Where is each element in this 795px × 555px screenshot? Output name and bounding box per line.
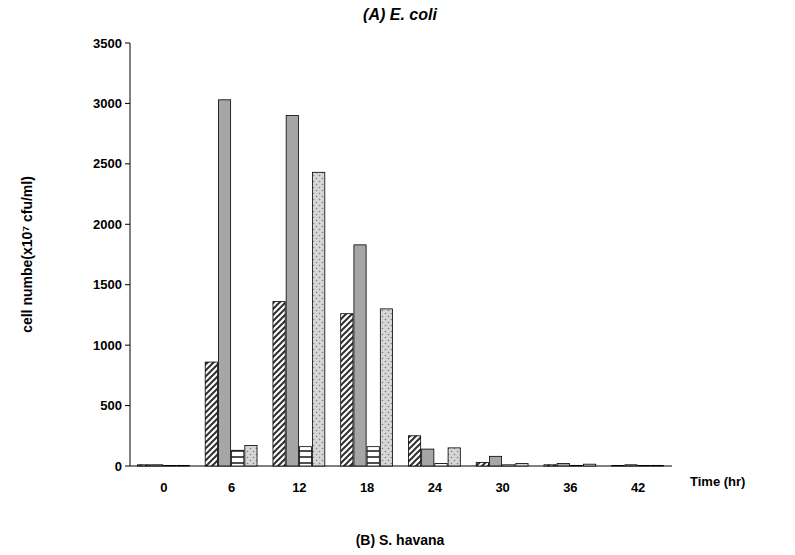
bar [273, 302, 285, 466]
bar [341, 314, 353, 466]
y-tick-label: 2500 [93, 156, 122, 171]
bar [503, 465, 515, 466]
title: (A) E. coli [363, 6, 437, 23]
bar [299, 447, 311, 466]
x-tick-label: 30 [495, 480, 509, 495]
bar [651, 465, 663, 467]
chart: (A) E. coli 0 500 1000 1500 2000 2500 3000 3500 c… [0, 0, 795, 555]
bar [408, 436, 420, 466]
bar [151, 465, 163, 466]
bar [218, 100, 230, 466]
y-tick [125, 345, 130, 346]
bar [367, 447, 379, 466]
bar [544, 465, 556, 466]
bar [448, 448, 460, 466]
y-tick-label: 2000 [93, 217, 122, 232]
y-tick-label: 1000 [93, 338, 122, 353]
bar [435, 464, 447, 466]
bar [313, 172, 325, 466]
bar [516, 464, 528, 466]
bar [286, 116, 298, 466]
x-tick-label: 18 [360, 480, 374, 495]
bar [638, 465, 650, 467]
bar [489, 456, 501, 466]
y-tick-label: 3000 [93, 96, 122, 111]
bar [164, 465, 176, 467]
y-tick [125, 103, 130, 104]
y-tick [125, 163, 130, 164]
y-tick-label: 1500 [93, 277, 122, 292]
x-tick-label: 0 [160, 480, 167, 495]
bar [177, 465, 189, 467]
x-tick-label: 42 [631, 480, 645, 495]
bar [245, 445, 257, 466]
bar [205, 362, 217, 466]
bar [612, 465, 624, 467]
x-tick-label: 12 [292, 480, 306, 495]
x-tick-label: 36 [563, 480, 577, 495]
bar [625, 465, 637, 466]
bar [137, 465, 149, 466]
bar [380, 309, 392, 466]
y-tick [125, 466, 130, 467]
bar [557, 464, 569, 466]
y-tick [125, 224, 130, 225]
y-tick [125, 284, 130, 285]
x-tick-label: 6 [228, 480, 235, 495]
x-tick-label: 24 [428, 480, 443, 495]
y-tick [125, 405, 130, 406]
annotation: (B) S. havana [356, 532, 445, 548]
bar [476, 462, 488, 466]
bar [232, 450, 244, 466]
y-tick-label: 3500 [93, 36, 122, 51]
y-tick-label: 0 [115, 459, 122, 474]
bar [354, 245, 366, 466]
x-axis-title: Time (hr) [690, 474, 745, 489]
y-axis-title: cell numbe(x10⁷ cfu/ml) [19, 176, 35, 333]
bar [584, 464, 596, 466]
y-tick-label: 500 [100, 398, 122, 413]
bar [570, 465, 582, 467]
bar [422, 449, 434, 466]
y-tick [125, 43, 130, 44]
y-axis [130, 43, 131, 466]
